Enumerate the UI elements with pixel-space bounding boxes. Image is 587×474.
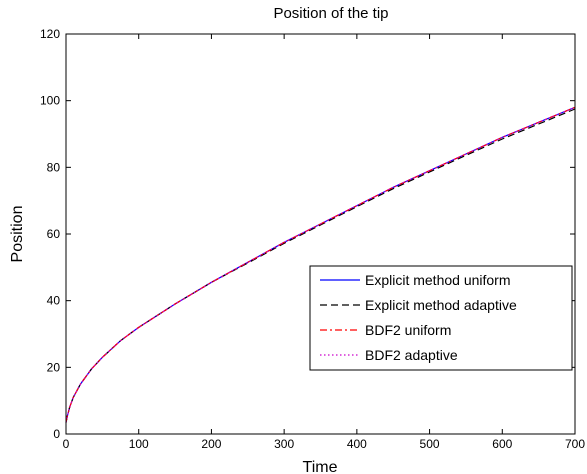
y-axis: 0 20 40 60 80 100 120 [40,27,575,441]
x-tick-label: 700 [565,437,585,451]
legend-label-2: Explicit method adaptive [365,297,517,313]
x-tick-label: 500 [420,437,440,451]
x-tick-label: 600 [492,437,512,451]
y-tick-label: 120 [40,27,60,41]
legend: Explicit method uniform Explicit method a… [309,265,573,371]
x-tick-label: 0 [63,437,70,451]
chart-title: Position of the tip [273,5,388,22]
legend-box [309,265,573,371]
y-tick-label: 100 [40,94,60,108]
series-line-2 [65,108,576,423]
plot-area [66,34,575,434]
legend-label-1: Explicit method uniform [365,272,511,288]
y-tick-label: 0 [53,427,60,441]
x-tick-label: 100 [129,437,149,451]
x-tick-label: 400 [347,437,367,451]
x-axis: 0 100 200 300 400 500 600 700 [63,34,585,451]
y-tick-label: 60 [47,227,61,241]
y-axis-title: Position [9,206,26,263]
x-axis-title: Time [303,459,338,474]
x-tick-label: 300 [274,437,294,451]
y-tick-label: 20 [47,360,61,374]
series-line-4 [65,106,576,423]
legend-label-4: BDF2 adaptive [365,347,458,363]
series-layer [65,106,576,423]
y-tick-label: 80 [47,160,61,174]
y-tick-label: 40 [47,294,61,308]
x-tick-label: 200 [201,437,221,451]
legend-label-3: BDF2 uniform [365,322,451,338]
